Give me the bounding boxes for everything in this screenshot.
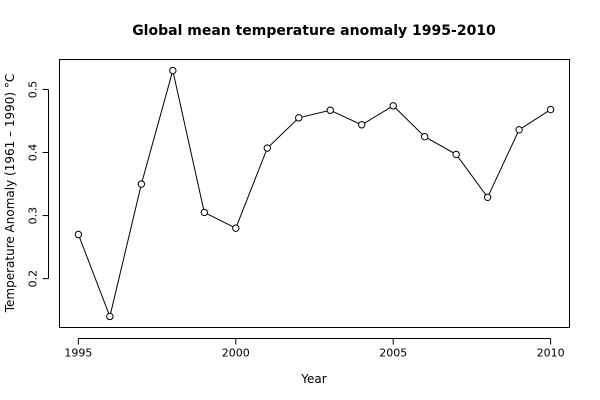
data-point (546, 105, 555, 114)
y-tick-label: 0.4 (27, 144, 40, 162)
data-point (74, 230, 83, 239)
data-point (389, 102, 397, 110)
data-point (137, 180, 146, 188)
chart-title: Global mean temperature anomaly 1995-201… (132, 23, 496, 39)
data-point (232, 224, 240, 232)
plot-frame (59, 59, 570, 328)
data-point (515, 126, 523, 134)
y-axis-label: Temperature Anomaly (1961 – 1990) °C (3, 74, 17, 314)
x-tick-label: 2010 (537, 347, 565, 360)
data-point (326, 106, 334, 114)
y-axis: 0.2 0.3 0.4 0.5 (27, 81, 49, 288)
x-axis: 1995 2000 2005 2010 (64, 338, 565, 360)
series-line (77, 70, 551, 319)
data-point (106, 312, 114, 321)
x-tick-label: 1995 (64, 347, 92, 360)
data-point (358, 121, 366, 129)
data-point (263, 144, 271, 152)
data-point (200, 208, 209, 217)
x-axis-label: Year (300, 372, 326, 386)
data-point (295, 114, 303, 122)
x-tick-label: 2000 (222, 347, 250, 360)
data-point (452, 150, 460, 159)
data-point (483, 193, 492, 201)
x-tick-label: 2005 (379, 347, 407, 360)
data-points (74, 66, 555, 321)
data-point (420, 133, 429, 141)
y-tick-label: 0.2 (27, 270, 40, 288)
data-point (169, 66, 177, 75)
y-tick-label: 0.3 (27, 207, 40, 225)
y-tick-label: 0.5 (27, 81, 40, 99)
